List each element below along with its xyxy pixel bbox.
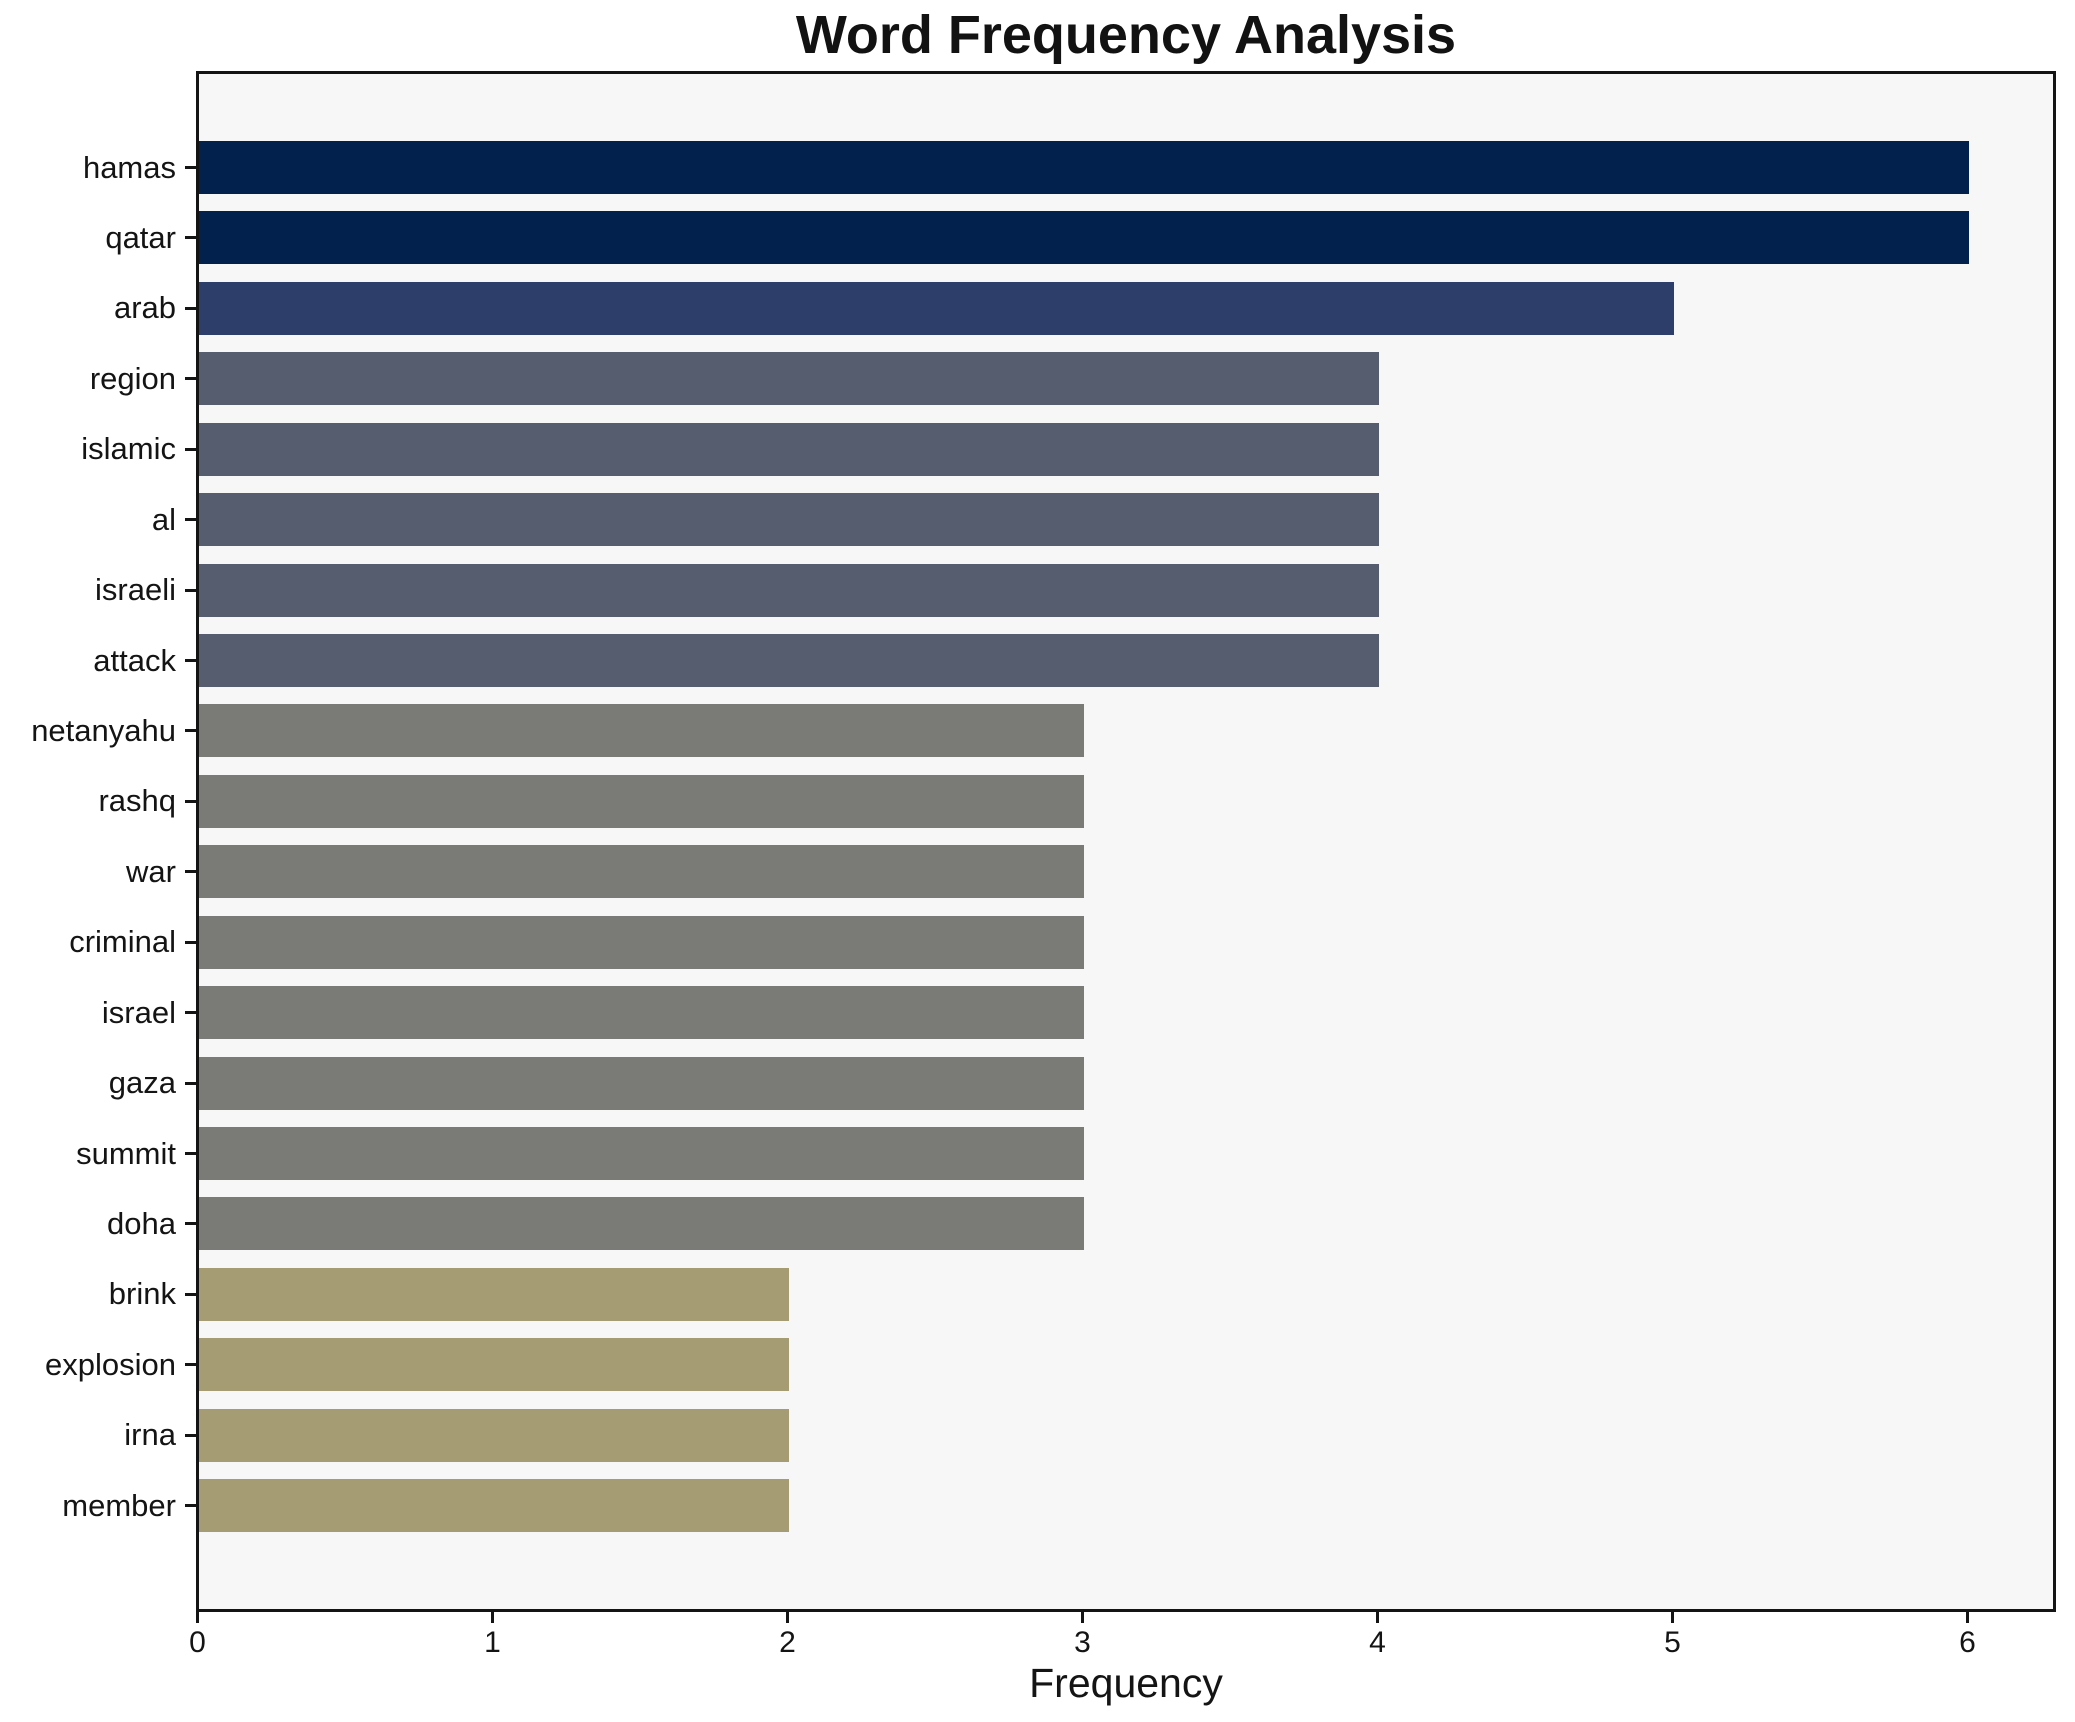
y-tick-brink xyxy=(185,1292,196,1296)
bar-netanyahu xyxy=(199,704,1084,758)
y-tick-label-region: region xyxy=(89,360,176,396)
x-tick-label-4: 4 xyxy=(1369,1626,1386,1659)
y-tick-qatar xyxy=(185,236,196,240)
y-tick-label-israel: israel xyxy=(101,994,176,1030)
bar-region xyxy=(199,352,1379,406)
x-tick-4 xyxy=(1375,1612,1379,1623)
bar-qatar xyxy=(199,211,1969,265)
y-tick-member xyxy=(185,1504,196,1508)
y-tick-explosion xyxy=(185,1363,196,1367)
x-axis-title: Frequency xyxy=(1029,1660,1223,1706)
y-tick-label-islamic: islamic xyxy=(81,431,176,467)
y-tick-label-al: al xyxy=(151,501,176,537)
bar-islamic xyxy=(199,422,1379,476)
chart-title: Word Frequency Analysis xyxy=(795,5,1457,65)
bar-brink xyxy=(199,1267,789,1321)
y-tick-label-israeli: israeli xyxy=(95,572,176,608)
x-tick-label-3: 3 xyxy=(1074,1626,1091,1659)
y-tick-attack xyxy=(185,659,196,662)
y-tick-israeli xyxy=(185,588,196,592)
bar-arab xyxy=(199,281,1674,335)
y-tick-label-rashq: rashq xyxy=(98,783,176,819)
x-tick-2 xyxy=(785,1612,789,1623)
y-tick-label-criminal: criminal xyxy=(69,924,176,960)
bar-israel xyxy=(199,986,1084,1040)
y-tick-label-hamas: hamas xyxy=(82,149,176,185)
y-tick-region xyxy=(185,377,196,381)
y-tick-summit xyxy=(185,1152,196,1156)
y-tick-hamas xyxy=(185,166,196,169)
x-tick-label-0: 0 xyxy=(189,1626,206,1659)
x-tick-0 xyxy=(196,1612,199,1623)
y-tick-gaza xyxy=(185,1081,196,1085)
y-tick-label-summit: summit xyxy=(76,1135,176,1171)
bar-explosion xyxy=(199,1338,789,1392)
y-tick-label-attack: attack xyxy=(93,642,176,678)
x-tick-3 xyxy=(1080,1612,1084,1623)
y-tick-label-irna: irna xyxy=(124,1417,176,1453)
y-tick-war xyxy=(185,870,196,874)
y-tick-doha xyxy=(185,1222,196,1226)
y-tick-label-netanyahu: netanyahu xyxy=(31,712,176,748)
bar-israeli xyxy=(199,563,1379,617)
bar-summit xyxy=(199,1127,1084,1181)
y-tick-israel xyxy=(185,1011,196,1015)
bar-doha xyxy=(199,1197,1084,1251)
y-tick-criminal xyxy=(185,940,196,944)
y-tick-rashq xyxy=(185,799,196,803)
x-tick-1 xyxy=(490,1612,494,1623)
bar-attack xyxy=(199,634,1379,687)
x-tick-label-1: 1 xyxy=(484,1626,501,1659)
x-tick-label-5: 5 xyxy=(1664,1626,1681,1659)
y-tick-al xyxy=(185,518,196,522)
bar-war xyxy=(199,845,1084,899)
bar-hamas xyxy=(199,141,1969,194)
bars-layer xyxy=(199,74,2053,1609)
bar-irna xyxy=(199,1408,789,1462)
y-tick-label-arab: arab xyxy=(113,290,176,326)
y-tick-label-war: war xyxy=(126,853,176,889)
y-tick-netanyahu xyxy=(185,729,196,733)
y-tick-irna xyxy=(185,1433,196,1437)
x-tick-6 xyxy=(1965,1612,1969,1623)
y-tick-label-brink: brink xyxy=(108,1276,176,1312)
y-tick-label-gaza: gaza xyxy=(108,1065,176,1101)
y-tick-label-qatar: qatar xyxy=(105,219,176,255)
x-tick-label-6: 6 xyxy=(1959,1626,1976,1659)
y-tick-islamic xyxy=(185,447,196,451)
x-tick-5 xyxy=(1670,1612,1674,1623)
plot-area xyxy=(196,71,2056,1612)
y-tick-arab xyxy=(185,306,196,310)
y-tick-label-doha: doha xyxy=(107,1205,176,1241)
y-tick-label-explosion: explosion xyxy=(45,1346,176,1382)
bar-al xyxy=(199,493,1379,547)
y-tick-label-member: member xyxy=(62,1487,176,1523)
bar-rashq xyxy=(199,774,1084,828)
bar-criminal xyxy=(199,915,1084,969)
x-tick-label-2: 2 xyxy=(779,1626,796,1659)
bar-gaza xyxy=(199,1056,1084,1110)
bar-member xyxy=(199,1479,789,1533)
